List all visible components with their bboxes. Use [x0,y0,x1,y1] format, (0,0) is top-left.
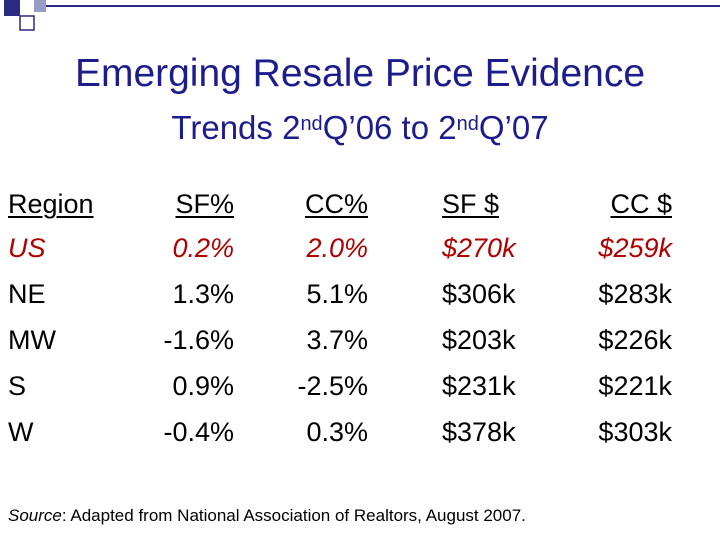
header-cc-price: CC $ [610,189,672,219]
cell-region: MW [8,325,56,355]
cell-cc-pct: 3.7% [306,325,368,355]
cell-cc-price: $303k [598,417,672,447]
header-cc-pct: CC% [304,189,368,219]
cell-region: US [8,233,46,263]
cell-sf-price: $231k [442,371,516,401]
cell-sf-pct: 0.2% [172,233,234,263]
cell-sf-pct: -1.6% [163,325,234,355]
subtitle-suffix: Q’07 [478,109,549,146]
cell-cc-price: $221k [598,371,672,401]
cell-region: NE [8,279,46,309]
cell-sf-pct: 0.9% [172,371,234,401]
header-region: Region [8,189,94,219]
source-text: : Adapted from National Association of R… [61,506,526,525]
cell-sf-price: $306k [442,279,516,309]
cell-region: S [8,371,27,401]
cell-region: W [8,417,34,447]
cell-sf-pct: -0.4% [163,417,234,447]
cell-cc-pct: -2.5% [297,371,368,401]
subtitle-prefix: Trends 2 [171,109,301,146]
table-row-ne: NE 1.3% 5.1% $306k $283k [0,276,720,320]
cell-cc-price: $226k [598,325,672,355]
slide-title: Emerging Resale Price Evidence [74,52,646,95]
deco-square-light [34,0,46,12]
table-row-us: US 0.2% 2.0% $270k $259k [0,230,720,274]
cell-sf-price: $378k [442,417,516,447]
cell-sf-price: $203k [442,325,516,355]
cell-sf-pct: 1.3% [172,279,234,309]
subtitle-sup-2: nd [456,113,479,135]
cell-cc-price: $259k [598,233,672,263]
cell-cc-pct: 0.3% [306,417,368,447]
table-row-w: W -0.4% 0.3% $378k $303k [0,414,720,458]
slide-subtitle: Trends 2ndQ’06 to 2ndQ’07 [0,108,720,148]
cell-cc-pct: 2.0% [306,233,368,263]
table-header-row: Region SF% CC% SF $ CC $ [0,186,720,230]
cell-cc-pct: 5.1% [306,279,368,309]
cell-cc-price: $283k [598,279,672,309]
table-row-mw: MW -1.6% 3.7% $203k $226k [0,322,720,366]
subtitle-sup-1: nd [300,113,323,135]
deco-square-dark [4,0,20,16]
table-row-s: S 0.9% -2.5% $231k $221k [0,368,720,412]
source-note: Source: Adapted from National Associatio… [8,506,526,526]
deco-square-outline [19,15,35,31]
subtitle-mid: Q’06 to 2 [322,109,457,146]
corner-decoration [4,0,720,31]
cell-sf-price: $270k [442,233,516,263]
header-sf-price: SF $ [442,189,500,219]
source-label: Source [8,506,62,525]
header-sf-pct: SF% [175,189,234,219]
